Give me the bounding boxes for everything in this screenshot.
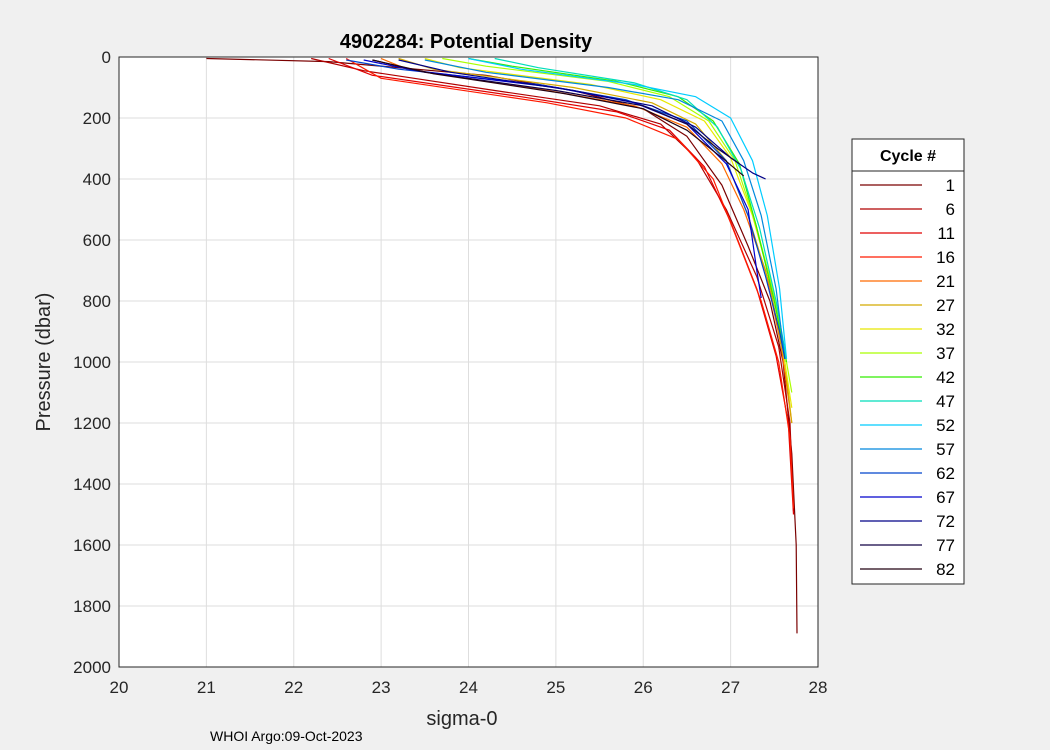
footer-note: WHOI Argo:09-Oct-2023 [210,728,363,744]
legend-entry-label: 72 [936,512,955,531]
legend-entry-label: 52 [936,416,955,435]
legend-entry-label: 47 [936,392,955,411]
legend-entry-label: 32 [936,320,955,339]
legend-box [851,138,965,585]
x-tick-label: 28 [809,678,828,697]
y-tick-labels: 0 200 400 600 800 1000 1200 1400 1600 1800 2000 [73,48,111,677]
legend-entry-label: 82 [936,560,955,579]
x-tick-label: 21 [197,678,216,697]
legend-entry-label: 42 [936,368,955,387]
series-cycle-82 [372,59,745,177]
series-cycle-57 [424,59,786,359]
x-tick-label: 25 [546,678,565,697]
y-axis-label: Pressure (dbar) [33,293,55,432]
legend-entry-label: 77 [936,536,955,555]
x-tick-label: 22 [284,678,303,697]
y-tick-label: 200 [83,109,111,128]
legend-title: Cycle # [880,148,936,165]
data-series [206,57,798,634]
series-cycle-42 [468,57,788,363]
axes-box [118,56,819,668]
y-tick-label: 2000 [73,658,111,677]
y-tick-label: 1000 [73,353,111,372]
x-tick-label: 27 [721,678,740,697]
legend-entry-label: 37 [936,344,955,363]
legend-entry-label: 1 [946,176,955,195]
legend-entry-label: 16 [936,248,955,267]
y-tick-label: 400 [83,170,111,189]
series-cycle-72 [398,59,766,180]
legend-entry-label: 62 [936,464,955,483]
x-tick-label: 26 [634,678,653,697]
y-tick-label: 1800 [73,597,111,616]
chart-title: 4902284: Potential Density [340,31,593,53]
legend-entry-label: 57 [936,440,955,459]
series-cycle-16 [345,57,795,509]
x-tick-label: 23 [372,678,391,697]
y-tick-label: 0 [102,48,111,67]
x-tick-labels: 20 21 22 23 24 25 26 27 28 [110,678,828,697]
x-axis-label: sigma-0 [426,708,497,730]
series-cycle-11 [328,57,795,515]
series-cycle-52 [468,57,788,359]
legend-entry-label: 27 [936,296,955,315]
y-tick-label: 1600 [73,536,111,555]
y-tick-label: 1200 [73,414,111,433]
legend-entry-label: 21 [936,272,955,291]
legend-entry-label: 67 [936,488,955,507]
series-cycle-47 [494,57,788,360]
grid [119,57,818,667]
y-tick-label: 600 [83,231,111,250]
y-tick-label: 1400 [73,475,111,494]
y-tick-label: 800 [83,292,111,311]
legend-entry-label: 11 [937,224,955,243]
legend-entry-label: 6 [946,200,955,219]
x-tick-label: 20 [110,678,129,697]
x-tick-label: 24 [459,678,478,697]
